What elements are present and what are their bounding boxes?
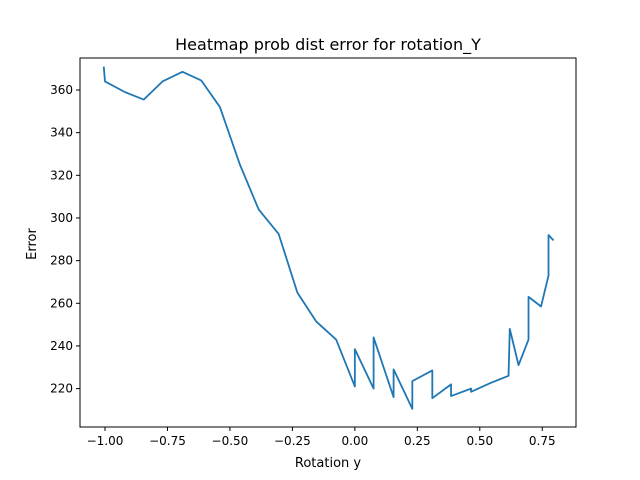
- y-tick-label: 240: [50, 339, 73, 353]
- x-tick-label: 0.50: [466, 434, 493, 448]
- x-tick-label: −0.75: [149, 434, 186, 448]
- y-tick-label: 220: [50, 382, 73, 396]
- y-tick-label: 320: [50, 168, 73, 182]
- series-layer: [102, 66, 555, 410]
- y-tick-label: 260: [50, 296, 73, 310]
- y-tick-label: 360: [50, 83, 73, 97]
- y-tick-label: 300: [50, 211, 73, 225]
- chart-title: Heatmap prob dist error for rotation_Y: [175, 35, 481, 55]
- y-tick-label: 280: [50, 254, 73, 268]
- x-tick-label: −1.00: [87, 434, 124, 448]
- y-axis-ticks: 220 240 260 280 300 320 340 360: [50, 83, 80, 396]
- x-axis-label: Rotation y: [295, 456, 362, 471]
- series-line: [102, 66, 555, 410]
- x-tick-label: 0.00: [342, 434, 369, 448]
- x-axis-ticks: −1.00 −0.75 −0.50 −0.25 0.00 0.25 0.50 0.75: [87, 427, 556, 448]
- y-axis-label: Error: [25, 228, 40, 260]
- y-tick-label: 340: [50, 126, 73, 140]
- plot-area: −1.00 −0.75 −0.50 −0.25 0.00 0.25 0.50 0.75 220…: [50, 57, 577, 448]
- axes-frame: [79, 57, 577, 428]
- x-tick-label: 0.75: [529, 434, 556, 448]
- x-tick-label: −0.25: [274, 434, 311, 448]
- x-tick-label: −0.50: [212, 434, 249, 448]
- x-tick-label: 0.25: [404, 434, 431, 448]
